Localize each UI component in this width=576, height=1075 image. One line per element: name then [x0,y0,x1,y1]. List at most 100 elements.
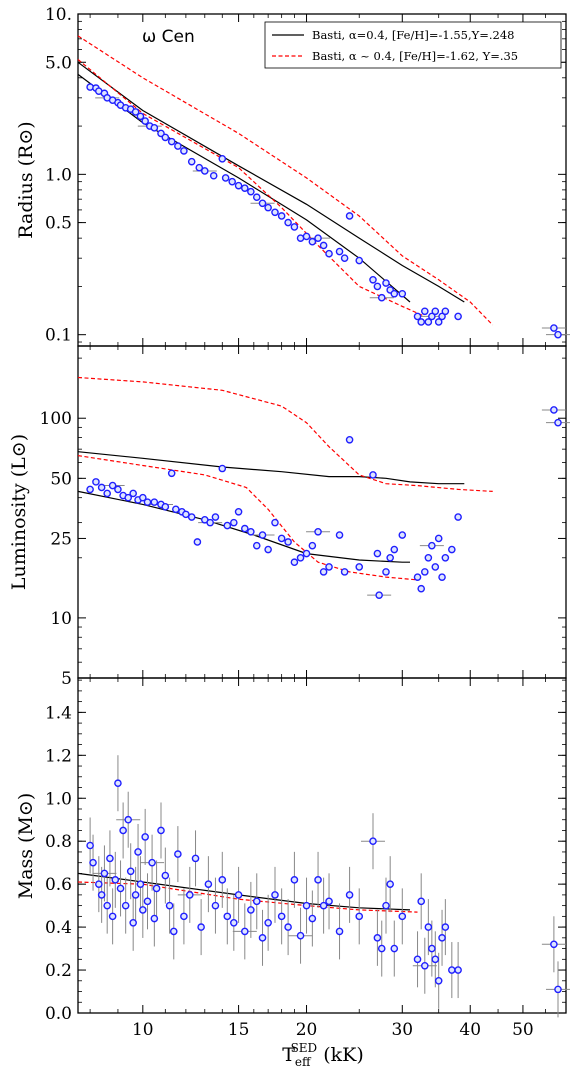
data-point [136,112,145,121]
legend-entry-2: Basti, α ~ 0.4, [Fe/H]=-1.62, Y=.35 [312,49,518,63]
y-tick-label: 1.4 [45,703,72,723]
data-point [174,142,182,150]
data-point [167,469,176,478]
data-point [454,513,462,521]
data-point [382,568,390,576]
data-point [386,553,394,562]
data-point [335,247,344,256]
data-point [252,193,261,202]
data-point [252,541,261,550]
data-point [218,876,227,884]
data-point [191,854,200,863]
data-point [277,534,286,543]
y-tick-label: 0.6 [45,875,72,895]
data-point [197,923,205,931]
data-point [161,871,170,880]
data-point [314,876,322,884]
data-point [373,934,382,942]
data-point [180,147,188,155]
data-point [421,961,429,970]
data-point [187,157,196,166]
data-point [296,234,305,242]
data-point [369,837,377,846]
data-point [150,498,159,506]
data-point [234,891,243,899]
y-tick-label: 10 [50,609,72,629]
data-point [271,208,279,217]
data-point [116,884,125,893]
data-point [319,241,328,250]
y-tick-label: 0.5 [45,214,72,234]
data-point [141,833,149,841]
data-point [431,955,440,964]
data-point [143,897,152,906]
y-tick-label: 25 [50,529,72,549]
y-tick-label: 5.0 [45,53,72,73]
data-point [355,256,364,265]
ticks-layer [78,13,566,1014]
data-point [152,884,161,893]
legend-entry-1: Basti, α=0.4, [Fe/H]=-1.55,Y=.248 [312,28,514,42]
data-point [143,498,152,506]
model-lines-layer [77,35,494,913]
model-line-y0248 [77,451,465,485]
model-line-y035 [77,376,493,492]
data-point [139,906,147,914]
data-point [390,289,399,298]
data-point [258,199,267,208]
data-point [454,312,462,321]
data-point [169,927,178,936]
data-point [172,505,180,514]
data-point [150,124,159,132]
y-tick-label: 10. [45,5,72,25]
tick-labels-layer: 0.1 0.5 1.0 5.0 10. 5 10 25 50 100 0.0 0.2 0.4 0.6 0.8… [40,5,534,1040]
data-point [230,919,238,927]
data-point [218,155,227,163]
data-point [438,934,446,942]
data-point [264,919,272,927]
y-tick-label: 0.2 [45,961,72,981]
model-line-y0248 [77,872,411,911]
data-point [369,471,377,479]
data-point [247,906,255,914]
legend-box [264,21,562,69]
data-point [417,897,425,906]
data-point [296,931,305,940]
data-point [428,541,436,550]
data-point [314,527,322,536]
data-point [86,485,94,494]
data-point [319,901,328,910]
data-point [195,163,204,172]
data-point [234,181,243,190]
data-point [550,406,558,414]
data-point [421,568,429,576]
data-point [441,307,450,316]
data-point [369,275,377,284]
data-point [554,418,562,427]
data-point [382,279,390,287]
data-point [106,854,114,863]
data-point [204,880,213,888]
data-point [290,223,299,231]
data-point [448,545,456,554]
panel-title: ω Cen [142,27,195,47]
data-point [424,923,433,931]
data-point [325,249,333,258]
data-point [271,891,279,899]
data-point [234,507,243,516]
x-tick-label: 15 [228,1020,250,1040]
data-point [139,493,147,502]
data-point [108,912,117,921]
data-point [373,549,382,558]
data-point [375,591,383,599]
data-point [431,307,440,316]
data-point [167,137,176,146]
data-point [108,481,117,490]
data-point [434,976,443,985]
data-point [218,464,227,473]
data-point [417,318,425,326]
data-point [373,282,382,291]
x-axis-label: TeffSED (kK) [282,1041,364,1069]
x-axis-label-unit: (kK) [317,1044,364,1066]
y-tick-label: 0.0 [45,1004,72,1024]
